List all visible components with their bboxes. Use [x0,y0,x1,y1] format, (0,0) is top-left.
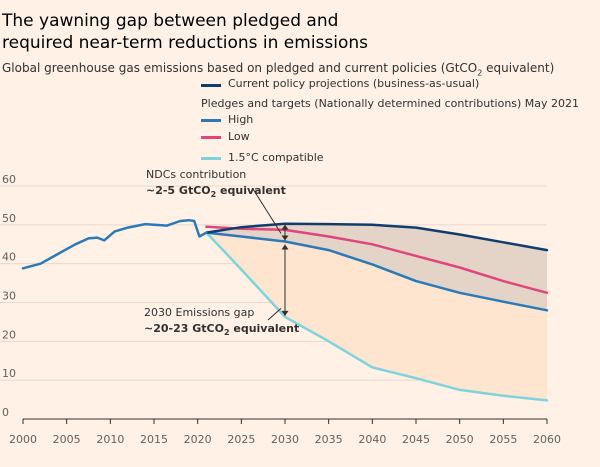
ndc-contribution-area [206,223,547,311]
series-line-compatible [205,231,549,402]
y-tick-label-60: 60 [2,173,16,186]
gap-arrow-head-up [281,244,289,250]
gap-label-post: equivalent [230,322,300,335]
x-tick-label-2000: 2000 [9,433,37,446]
y-tick-label-0: 0 [2,406,9,419]
legend-swatch-low [201,136,221,139]
subtitle-post: equivalent) [482,61,555,75]
legend-label-current: Current policy projections (business-as-… [228,77,480,90]
ndc-label-line1: NDCs contribution [146,168,246,181]
x-tick-label-2045: 2045 [402,433,430,446]
series-line-low [205,225,549,295]
x-tick-label-2055: 2055 [489,433,517,446]
chart-title-line2: required near-term reductions in emissio… [2,33,369,53]
x-tick-label-2025: 2025 [227,433,255,446]
series-lines [21,218,549,402]
ndc-label-line2: ~2-5 GtCO2 equivalent [146,184,286,199]
chart-title-line1: The yawning gap between pledged and [2,11,339,31]
x-tick-label-2020: 2020 [184,433,212,446]
subtitle-pre: Global greenhouse gas emissions based on… [2,61,478,75]
gap-label-line1: 2030 Emissions gap [144,306,254,319]
legend-label-high: High [228,113,254,126]
ndc-label-pre: ~2-5 GtCO [146,184,211,197]
y-tick-label-30: 30 [2,290,16,303]
legend-swatch-compatible [201,157,221,160]
areas [206,223,547,401]
legend-label-low: Low [228,130,250,143]
y-tick-label-10: 10 [2,367,16,380]
x-tick-label-2010: 2010 [96,433,124,446]
x-tick-label-2015: 2015 [140,433,168,446]
legend-swatch-high [201,119,221,122]
ndc-label-sub: 2 [211,190,217,199]
y-tick-label-20: 20 [2,328,16,341]
x-tick-label-2035: 2035 [315,433,343,446]
series-line-current [205,222,549,252]
annotation-arrows [252,188,289,321]
series-line-high [205,231,549,312]
gap-label-pre: ~20-23 GtCO [144,322,224,335]
series-line-historical [21,218,208,270]
x-tick-label-2040: 2040 [358,433,386,446]
gap-label-sub: 2 [224,328,230,337]
ndc-arrow-head-up [281,224,289,230]
chart-title: The yawning gap between pledged and requ… [2,10,592,54]
ndc-label-post: equivalent [216,184,286,197]
legend-heading-pledges: Pledges and targets (Nationally determin… [201,97,580,110]
x-tick-label-2060: 2060 [533,433,561,446]
ndc-leader-line [252,188,282,234]
x-tick-label-2005: 2005 [53,433,81,446]
chart-subtitle: Global greenhouse gas emissions based on… [2,60,598,81]
ndc-arrow-head-down [281,235,289,241]
legend-label-compatible: 1.5°C compatible [228,151,324,164]
subtitle-sub: 2 [477,68,483,78]
y-tick-label-50: 50 [2,212,16,225]
gap-label-line2: ~20-23 GtCO2 equivalent [144,322,299,337]
y-tick-label-40: 40 [2,251,16,264]
x-tick-label-2030: 2030 [271,433,299,446]
legend-swatch-current [201,84,221,87]
gap-leader-line [267,307,282,321]
x-tick-label-2050: 2050 [446,433,474,446]
gap-arrow-head-down [281,310,289,316]
